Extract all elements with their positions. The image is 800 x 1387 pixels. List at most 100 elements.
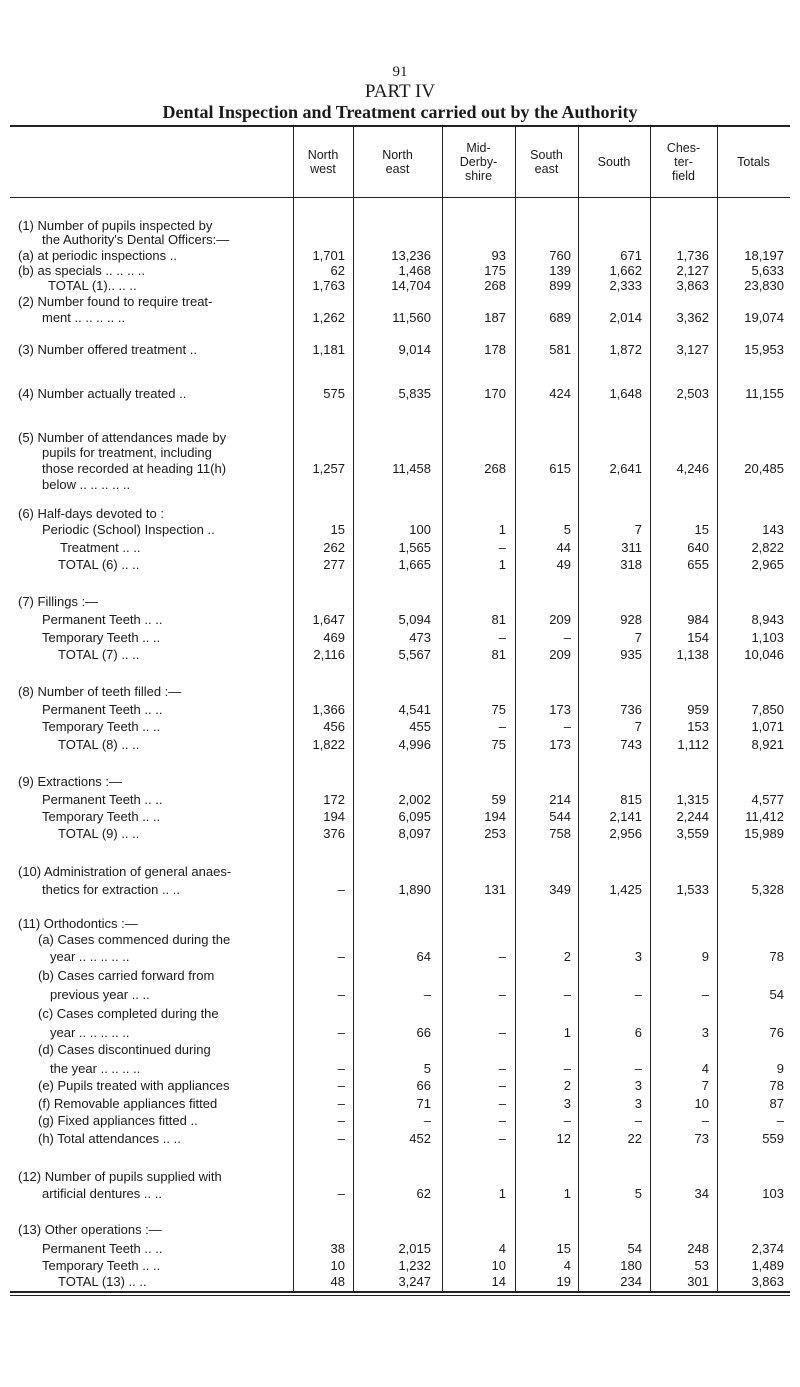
cell-value: 234 xyxy=(620,1274,642,1289)
column-header: Derby- xyxy=(459,155,498,169)
row-label: TOTAL (7) .. .. xyxy=(58,647,140,662)
cell-value: 301 xyxy=(687,1274,709,1289)
row-label: Permanent Teeth .. .. xyxy=(42,792,163,807)
cell-value: 1,366 xyxy=(312,702,345,717)
cell-value: 170 xyxy=(484,386,506,401)
title: Dental Inspection and Treatment carried … xyxy=(162,102,638,122)
cell-value: 544 xyxy=(549,809,571,824)
cell-value: 1,138 xyxy=(676,647,709,662)
cell-value: – xyxy=(498,630,506,645)
cell-value: 424 xyxy=(549,386,571,401)
cell-value: 14,704 xyxy=(391,278,431,293)
column-rule xyxy=(717,125,718,1291)
cell-value: 959 xyxy=(687,702,709,717)
row-label: artificial dentures .. .. xyxy=(42,1186,162,1201)
cell-value: 18,197 xyxy=(744,248,784,263)
cell-value: 671 xyxy=(620,248,642,263)
cell-value: 268 xyxy=(484,461,506,476)
cell-value: 10,046 xyxy=(744,647,784,662)
cell-value: 376 xyxy=(323,826,345,841)
cell-value: 469 xyxy=(323,630,345,645)
cell-value: 4,246 xyxy=(676,461,709,476)
cell-value: 15,989 xyxy=(744,826,784,841)
cell-value: 1,890 xyxy=(398,882,431,897)
cell-value: – xyxy=(337,1186,345,1201)
cell-value: 4 xyxy=(563,1258,571,1273)
column-rule xyxy=(578,125,579,1291)
cell-value: 655 xyxy=(687,557,709,572)
cell-value: 53 xyxy=(694,1258,709,1273)
cell-value: 59 xyxy=(491,792,506,807)
cell-value: 4 xyxy=(701,1061,709,1076)
cell-value: 2 xyxy=(563,949,571,964)
cell-value: 2,002 xyxy=(398,792,431,807)
row-label: (7) Fillings :— xyxy=(18,594,99,609)
cell-value: – xyxy=(498,540,506,555)
cell-value: – xyxy=(563,630,571,645)
cell-value: 1,662 xyxy=(609,263,642,278)
cell-value: – xyxy=(337,1061,345,1076)
cell-value: 1,315 xyxy=(676,792,709,807)
cell-value: 2,244 xyxy=(676,809,709,824)
page-number: 91 xyxy=(392,64,408,80)
cell-value: 12 xyxy=(556,1131,571,1146)
row-label: TOTAL (9) .. .. xyxy=(58,826,140,841)
cell-value: 1,181 xyxy=(312,342,345,357)
cell-value: 248 xyxy=(687,1241,709,1256)
cell-value: – xyxy=(498,1078,506,1093)
cell-value: 11,155 xyxy=(745,386,784,401)
cell-value: 1,112 xyxy=(677,737,709,752)
cell-value: 268 xyxy=(484,278,506,293)
row-label: (a) Cases commenced during the xyxy=(38,932,231,947)
cell-value: 6,095 xyxy=(398,809,431,824)
cell-value: 78 xyxy=(769,949,784,964)
column-header: Totals xyxy=(737,155,770,169)
cell-value: 66 xyxy=(416,1025,431,1040)
cell-value: 7 xyxy=(634,522,642,537)
cell-value: – xyxy=(563,1061,571,1076)
cell-value: – xyxy=(498,1113,506,1128)
row-label: (a) at periodic inspections .. xyxy=(18,248,177,263)
part-heading: PART IV xyxy=(364,81,436,102)
cell-value: 2,822 xyxy=(751,540,784,555)
cell-value: 2,641 xyxy=(609,461,642,476)
cell-value: 581 xyxy=(549,342,571,357)
cell-value: 76 xyxy=(769,1025,784,1040)
cell-value: 87 xyxy=(769,1096,784,1111)
cell-value: 984 xyxy=(687,612,709,627)
cell-value: 456 xyxy=(323,719,345,734)
cell-value: 209 xyxy=(549,612,571,627)
column-header: ter- xyxy=(674,155,693,169)
cell-value: 8,943 xyxy=(751,612,784,627)
cell-value: – xyxy=(498,949,506,964)
cell-value: 20,485 xyxy=(744,461,784,476)
cell-value: 10 xyxy=(491,1258,506,1273)
row-label: (11) Orthodontics :— xyxy=(18,916,138,931)
cell-value: 3,863 xyxy=(751,1274,784,1289)
cell-value: 2,141 xyxy=(609,809,642,824)
cell-value: 1,232 xyxy=(398,1258,431,1273)
cell-value: 154 xyxy=(687,630,709,645)
cell-value: 22 xyxy=(627,1131,642,1146)
cell-value: – xyxy=(337,949,345,964)
cell-value: 2,014 xyxy=(609,310,642,325)
row-label: (5) Number of attendances made by xyxy=(18,430,227,445)
column-rule xyxy=(650,125,651,1291)
cell-value: 64 xyxy=(416,949,431,964)
cell-value: 5,633 xyxy=(751,263,784,278)
column-header: South xyxy=(597,155,631,169)
cell-value: 3 xyxy=(563,1096,571,1111)
column-header: east xyxy=(385,162,410,176)
cell-value: 1,665 xyxy=(398,557,431,572)
cell-value: 75 xyxy=(491,702,506,717)
cell-value: 1,736 xyxy=(676,248,709,263)
cell-value: 615 xyxy=(549,461,571,476)
cell-value: 1 xyxy=(498,522,506,537)
cell-value: 9 xyxy=(776,1061,784,1076)
row-label: (2) Number found to require treat- xyxy=(18,294,213,309)
cell-value: 103 xyxy=(762,1186,784,1201)
cell-value: 9,014 xyxy=(398,342,431,357)
cell-value: 1,425 xyxy=(609,882,642,897)
column-rule xyxy=(515,125,516,1291)
